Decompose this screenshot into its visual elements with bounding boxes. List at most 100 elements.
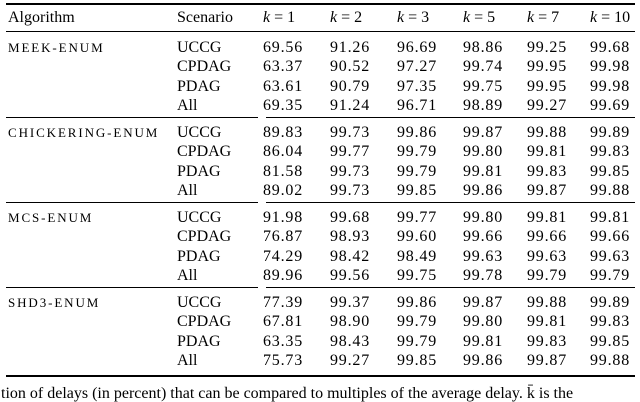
- group-meek-enum: MEEK-ENUM UCCG 69.56 91.26 96.69 98.86 99.25 99…: [6, 38, 635, 116]
- scenario-cell: All: [177, 267, 198, 284]
- k-value: = 7: [538, 9, 560, 26]
- value-cell: 99.69: [590, 97, 630, 114]
- group-rule-1-left: [6, 116, 258, 118]
- k-value: = 10: [601, 9, 631, 26]
- table-row: PDAG 63.61 90.79 97.35 99.75 99.95 99.98: [6, 77, 635, 97]
- value-cell: 99.85: [590, 162, 630, 180]
- scenario-cell: CPDAG: [177, 58, 232, 75]
- table-row: PDAG 63.35 98.43 99.79 99.81 99.83 99.85: [6, 332, 635, 352]
- header-k10-label: k = 10: [590, 5, 635, 31]
- algorithm-name: [6, 247, 177, 267]
- scenario-cell: CPDAG: [177, 313, 232, 330]
- value-cell: 99.87: [463, 293, 503, 311]
- header-k7-label: k = 7: [527, 5, 590, 31]
- header-scenario-label: Scenario: [177, 9, 233, 26]
- group-mcs-enum: MCS-ENUM UCCG 91.98 99.68 99.77 99.80 99.81 99.…: [6, 208, 635, 286]
- value-cell: 99.81: [527, 313, 567, 330]
- value-cell: 99.95: [527, 77, 567, 95]
- value-cell: 63.61: [263, 77, 303, 95]
- value-cell: 96.71: [397, 97, 437, 114]
- value-cell: 99.75: [463, 77, 503, 95]
- value-cell: 99.73: [330, 123, 370, 141]
- value-cell: 99.27: [527, 97, 567, 114]
- value-cell: 99.89: [590, 123, 630, 141]
- algorithm-name-text: CHICKERING-ENUM: [8, 124, 160, 140]
- k-variable: k: [590, 9, 598, 26]
- algorithm-name: [6, 142, 177, 162]
- algorithm-name-text: SHD3-ENUM: [8, 294, 101, 310]
- k-value: = 1: [274, 9, 296, 26]
- table-header-row: Algorithm Scenario k = 1 k = 2 k = 3 k = 5 k…: [6, 5, 635, 31]
- value-cell: 98.86: [463, 38, 503, 56]
- value-cell: 99.66: [590, 228, 630, 245]
- value-cell: 99.87: [463, 123, 503, 141]
- value-cell: 99.79: [397, 313, 437, 330]
- algorithm-name: [6, 162, 177, 182]
- header-k2-label: k = 2: [330, 5, 397, 31]
- algorithm-name: [6, 57, 177, 77]
- value-cell: 99.85: [397, 182, 437, 199]
- k-value: = 3: [408, 9, 430, 26]
- value-cell: 89.02: [263, 182, 303, 199]
- algorithm-name: [6, 227, 177, 247]
- value-cell: 91.26: [330, 38, 370, 56]
- value-cell: 99.83: [590, 313, 630, 330]
- value-cell: 99.89: [590, 293, 630, 311]
- value-cell: 99.98: [590, 58, 630, 75]
- value-cell: 99.73: [330, 162, 370, 180]
- value-cell: 99.37: [330, 293, 370, 311]
- value-cell: 97.35: [397, 77, 437, 95]
- group-rule-2-right: [266, 201, 635, 203]
- value-cell: 99.73: [330, 182, 370, 199]
- value-cell: 67.81: [263, 313, 303, 330]
- table-row: PDAG 81.58 99.73 99.79 99.81 99.83 99.85: [6, 162, 635, 182]
- header-k1-label: k = 1: [263, 5, 330, 31]
- value-cell: 99.81: [463, 332, 503, 350]
- table-row: CPDAG 67.81 98.90 99.79 99.80 99.81 99.83: [6, 312, 635, 332]
- value-cell: 99.86: [463, 182, 503, 199]
- k-value: = 2: [341, 9, 363, 26]
- value-cell: 99.77: [330, 143, 370, 160]
- value-cell: 99.80: [463, 208, 503, 226]
- value-cell: 90.79: [330, 77, 370, 95]
- value-cell: 99.68: [330, 208, 370, 226]
- value-cell: 99.88: [527, 123, 567, 141]
- header-k3-label: k = 3: [397, 5, 463, 31]
- scenario-cell: PDAG: [177, 247, 221, 265]
- value-cell: 99.79: [527, 267, 567, 284]
- table-row: MEEK-ENUM UCCG 69.56 91.26 96.69 98.86 99.25 99…: [6, 38, 635, 58]
- value-cell: 74.29: [263, 247, 303, 265]
- k-variable: k: [397, 9, 405, 26]
- value-cell: 98.49: [397, 247, 437, 265]
- value-cell: 99.66: [463, 228, 503, 245]
- value-cell: 99.63: [527, 247, 567, 265]
- group-rule-3-left: [6, 286, 258, 288]
- value-cell: 99.81: [590, 208, 630, 226]
- algorithm-name: [6, 181, 177, 201]
- value-cell: 76.87: [263, 228, 303, 245]
- value-cell: 91.24: [330, 97, 370, 114]
- value-cell: 99.66: [527, 228, 567, 245]
- table-row: CPDAG 63.37 90.52 97.27 99.74 99.95 99.98: [6, 57, 635, 77]
- group-rule-3-right: [266, 286, 635, 288]
- value-cell: 99.81: [463, 162, 503, 180]
- value-cell: 81.58: [263, 162, 303, 180]
- table-rule-top: [6, 3, 635, 5]
- algorithm-name: MCS-ENUM: [6, 208, 177, 228]
- group-rule-2-left: [6, 201, 258, 203]
- algorithm-name: MEEK-ENUM: [6, 38, 177, 58]
- value-cell: 99.83: [590, 143, 630, 160]
- scenario-cell: All: [177, 352, 198, 369]
- algorithm-name: [6, 266, 177, 286]
- scenario-cell: PDAG: [177, 332, 221, 350]
- value-cell: 77.39: [263, 293, 303, 311]
- value-cell: 98.90: [330, 313, 370, 330]
- value-cell: 99.88: [590, 182, 630, 199]
- table-row: SHD3-ENUM UCCG 77.39 99.37 99.86 99.87 99.88 99…: [6, 293, 635, 313]
- value-cell: 99.98: [590, 77, 630, 95]
- value-cell: 99.79: [397, 332, 437, 350]
- algorithm-name: SHD3-ENUM: [6, 293, 177, 313]
- value-cell: 99.86: [397, 293, 437, 311]
- value-cell: 98.42: [330, 247, 370, 265]
- value-cell: 99.85: [397, 352, 437, 369]
